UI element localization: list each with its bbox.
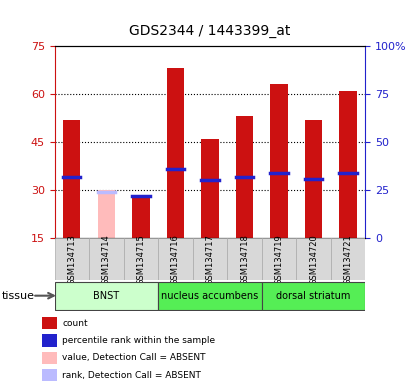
Bar (132, 197, 150, 238)
Bar (42, 317, 57, 329)
Bar (158, 282, 262, 310)
Bar (193, 238, 227, 280)
Bar (55, 238, 89, 280)
Bar (201, 139, 219, 238)
Bar (158, 238, 193, 280)
Bar (55, 282, 158, 310)
Bar (123, 238, 158, 280)
Bar (339, 91, 357, 238)
Text: GSM134718: GSM134718 (240, 234, 249, 285)
Bar (167, 68, 184, 238)
Text: nucleus accumbens: nucleus accumbens (161, 291, 259, 301)
Bar (227, 238, 262, 280)
Text: GDS2344 / 1443399_at: GDS2344 / 1443399_at (129, 24, 291, 38)
Text: count: count (62, 319, 88, 328)
Text: GSM134721: GSM134721 (344, 234, 353, 285)
Text: value, Detection Call = ABSENT: value, Detection Call = ABSENT (62, 353, 206, 362)
Bar (270, 84, 288, 238)
Bar (262, 282, 365, 310)
Bar (42, 351, 57, 364)
Text: GSM134713: GSM134713 (67, 234, 76, 285)
Text: rank, Detection Call = ABSENT: rank, Detection Call = ABSENT (62, 371, 201, 379)
Text: GSM134716: GSM134716 (171, 234, 180, 285)
Bar (305, 120, 322, 238)
Bar (89, 238, 123, 280)
Text: BNST: BNST (93, 291, 119, 301)
Bar (236, 116, 253, 238)
Text: GSM134715: GSM134715 (136, 234, 145, 285)
Text: dorsal striatum: dorsal striatum (276, 291, 351, 301)
Text: GSM134719: GSM134719 (275, 234, 284, 285)
Bar (331, 238, 365, 280)
Text: tissue: tissue (2, 291, 35, 301)
Bar (262, 238, 297, 280)
Text: GSM134717: GSM134717 (205, 234, 215, 285)
Text: percentile rank within the sample: percentile rank within the sample (62, 336, 215, 345)
Bar (42, 369, 57, 381)
Text: GSM134720: GSM134720 (309, 234, 318, 285)
Bar (297, 238, 331, 280)
Bar (63, 120, 81, 238)
Text: GSM134714: GSM134714 (102, 234, 111, 285)
Bar (98, 190, 115, 238)
Bar (42, 334, 57, 347)
